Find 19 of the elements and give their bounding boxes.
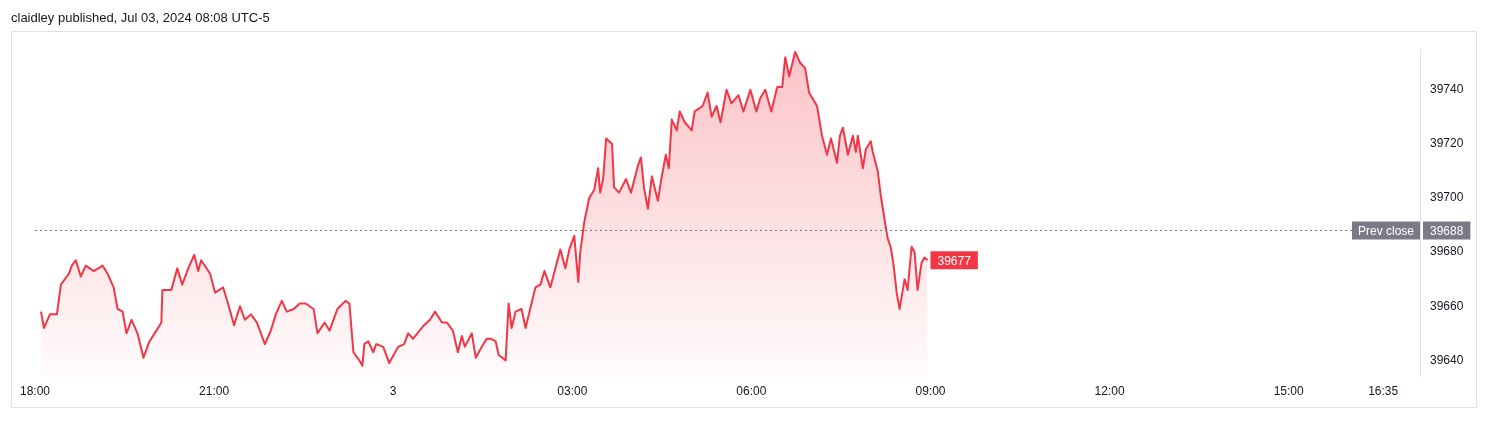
ref-line-label: Prev close bbox=[1357, 223, 1415, 238]
x-tick-label: 15:00 bbox=[1273, 384, 1305, 399]
x-tick-label: 03:00 bbox=[557, 384, 588, 399]
x-tick-label: 21:00 bbox=[199, 384, 230, 399]
y-tick-label: 39640 bbox=[1430, 352, 1464, 367]
x-tick-label: 16:35 bbox=[1368, 384, 1399, 399]
x-tick-label: 12:00 bbox=[1094, 384, 1125, 399]
x-tick-label: 06:00 bbox=[736, 384, 767, 399]
y-tick-label: 39720 bbox=[1430, 136, 1464, 151]
x-tick-label: 3 bbox=[389, 384, 397, 399]
chart-title: claidley published, Jul 03, 2024 08:08 UTC-5 bbox=[11, 10, 270, 25]
annotation: 39677 bbox=[937, 253, 972, 268]
y-tick-label: 39660 bbox=[1430, 298, 1464, 313]
annotation: 39688 bbox=[1430, 223, 1464, 238]
y-tick-label: 39740 bbox=[1430, 82, 1464, 97]
y-tick-label: 39680 bbox=[1430, 244, 1464, 259]
x-tick-label: 09:00 bbox=[915, 384, 946, 399]
y-tick-label: 39700 bbox=[1430, 190, 1464, 205]
x-tick-label: 18:00 bbox=[20, 384, 51, 399]
